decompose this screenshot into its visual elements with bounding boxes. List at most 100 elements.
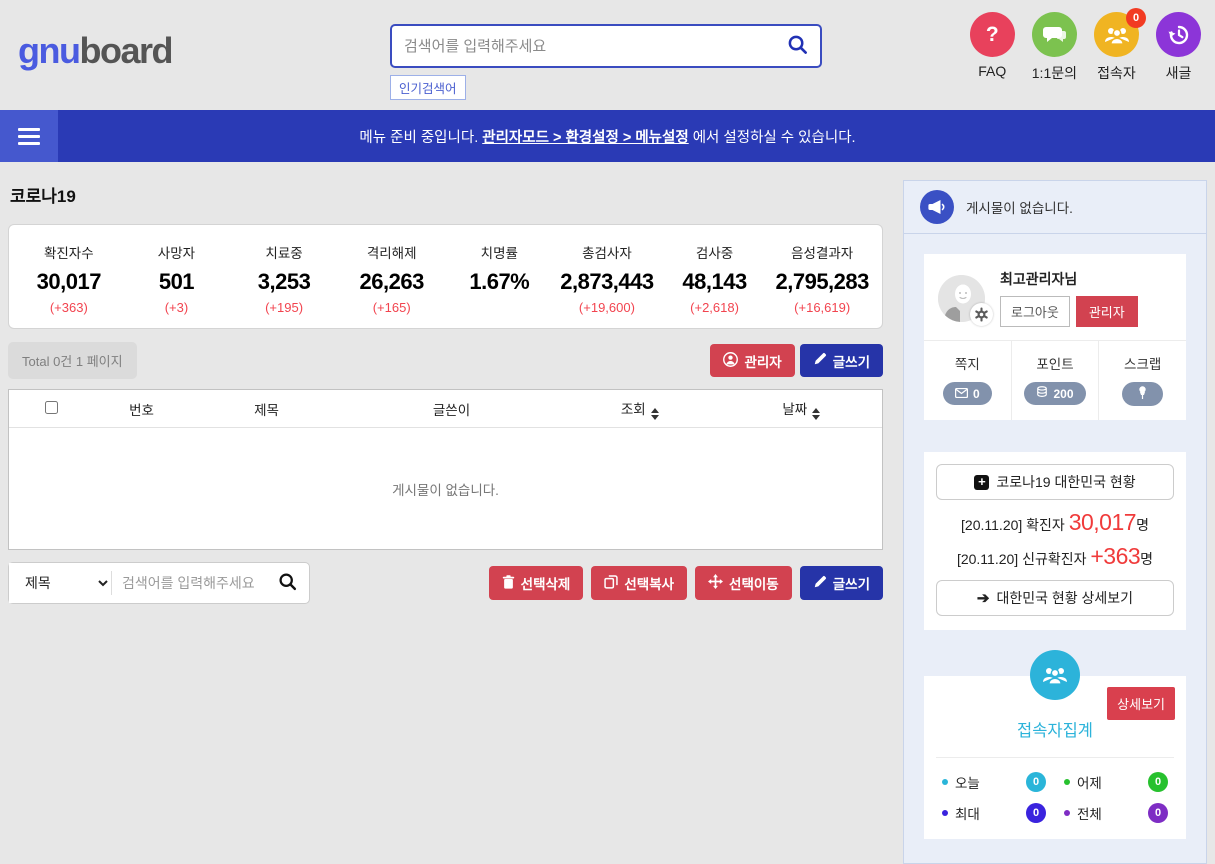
stat-confirmed: 확진자수 30,017 (+363) (36, 246, 102, 315)
today-count-badge: 0 (1026, 772, 1046, 792)
faq-button[interactable]: ? FAQ (969, 12, 1015, 83)
stat-deaths: 사망자 501 (+3) (157, 246, 196, 315)
stat-fatality-rate: 치명률 1.67% (469, 246, 530, 294)
max-dot-icon (942, 810, 948, 816)
pencil-icon (813, 352, 827, 369)
header-search-button[interactable] (787, 34, 808, 58)
connected-users-button[interactable]: 0 접속자 (1094, 8, 1146, 83)
notice-prefix: 메뉴 준비 중입니다. (359, 129, 479, 146)
stat-total-tested: 총검사자 2,873,443 (+19,600) (560, 246, 654, 315)
site-header: gnuboard 인기검색어 ? FAQ 1:1문의 0 (0, 0, 1215, 110)
header-quick-icons: ? FAQ 1:1문의 0 접속자 새글 (969, 8, 1201, 83)
logo-part-board: board (79, 30, 173, 71)
visitor-today: 오늘 0 (936, 772, 1052, 792)
covid-confirmed-row: [20.11.20] 확진자 30,017명 (961, 509, 1149, 535)
site-logo[interactable]: gnuboard (18, 30, 173, 72)
bulk-delete-button[interactable]: 선택삭제 (488, 566, 584, 600)
scrap-item: 스크랩 (1098, 341, 1186, 420)
pin-icon (1137, 386, 1148, 402)
bulk-copy-button[interactable]: 선택복사 (591, 566, 688, 600)
admin-settings-link[interactable]: 관리자모드 > 환경설정 > 메뉴설정 (482, 129, 689, 146)
header-search-area: 인기검색어 (390, 24, 822, 100)
logo-part-gnu: gnu (18, 30, 81, 71)
max-count-badge: 0 (1026, 803, 1046, 823)
pencil-icon (813, 575, 827, 592)
users-icon: 0 (1094, 8, 1146, 57)
sort-date-icon[interactable] (812, 407, 821, 420)
total-count-badge: 0 (1148, 803, 1168, 823)
plus-icon: + (974, 474, 990, 490)
menu-toggle-button[interactable] (0, 110, 58, 162)
sidebar-notice-text: 게시물이 없습니다. (966, 201, 1073, 216)
point-item: 포인트 200 (1010, 341, 1099, 420)
gear-icon[interactable] (970, 302, 993, 326)
total-count: Total 0건 1 페이지 (8, 342, 137, 379)
yesterday-dot-icon (1064, 779, 1070, 785)
search-icon (787, 34, 808, 58)
arrow-right-icon: ➔ (976, 590, 990, 607)
profile-card: 최고관리자님 로그아웃 관리자 쪽지 0 (924, 254, 1186, 420)
trash-icon (502, 574, 515, 592)
search-icon (278, 572, 297, 594)
new-posts-button[interactable]: 새글 (1156, 12, 1201, 83)
stat-released: 격리해제 26,263 (+165) (359, 246, 425, 315)
visitor-stats-card: 상세보기 접속자집계 오늘 0 어제 0 최대 (924, 650, 1186, 839)
sidebar: 게시물이 없습니다. (903, 180, 1207, 864)
sort-views-icon[interactable] (650, 407, 659, 420)
write-button[interactable]: 글쓰기 (799, 344, 883, 377)
scrap-button[interactable] (1122, 382, 1164, 406)
new-posts-label: 새글 (1165, 65, 1192, 81)
memo-item: 쪽지 0 (924, 341, 1011, 420)
faq-label: FAQ (978, 63, 1007, 79)
covid-new-value: +363 (1090, 543, 1141, 569)
visitors-group-icon (1030, 650, 1080, 700)
popular-keywords-link[interactable]: 인기검색어 (390, 75, 466, 100)
move-icon (708, 574, 724, 592)
megaphone-icon (920, 190, 954, 224)
point-button[interactable]: 200 (1024, 382, 1086, 405)
stat-in-treatment: 치료중 3,253 (+195) (257, 246, 311, 315)
profile-admin-button[interactable]: 관리자 (1075, 296, 1138, 327)
avatar[interactable] (938, 274, 993, 326)
write-button-bottom[interactable]: 글쓰기 (799, 566, 883, 600)
header-search-box (390, 24, 822, 68)
select-all-checkbox[interactable] (45, 400, 58, 414)
column-date: 날짜 (721, 398, 883, 420)
column-views: 조회 (559, 398, 721, 420)
column-number: 번호 (129, 402, 154, 418)
yesterday-count-badge: 0 (1148, 772, 1168, 792)
chat-icon (1031, 12, 1077, 57)
mail-icon (954, 387, 969, 401)
main-navbar: 메뉴 준비 중입니다. 관리자모드 > 환경설정 > 메뉴설정 에서 설정하실 … (0, 110, 1215, 162)
search-field-select[interactable]: 제목 (9, 563, 111, 603)
visitor-stats-title: 접속자집계 (1017, 722, 1093, 740)
connected-users-badge: 0 (1126, 8, 1146, 28)
sidebar-notice: 게시물이 없습니다. (904, 181, 1206, 234)
board-search-input[interactable] (112, 575, 278, 591)
copy-icon (604, 574, 619, 592)
stat-testing: 검사중 48,143 (+2,618) (682, 246, 747, 315)
coins-icon (1036, 386, 1048, 401)
bulk-move-button[interactable]: 선택이동 (695, 566, 792, 600)
header-search-input[interactable] (404, 37, 787, 55)
visitor-max: 최대 0 (936, 803, 1052, 823)
inquiry-button[interactable]: 1:1문의 (1032, 12, 1077, 83)
admin-button[interactable]: 관리자 (710, 344, 795, 377)
covid-new-row: [20.11.20] 신규확진자 +363명 (956, 543, 1154, 569)
board-search-button[interactable] (278, 572, 309, 594)
stat-negative: 음성결과자 2,795,283 (+16,619) (775, 246, 870, 315)
notice-suffix: 에서 설정하실 수 있습니다. (692, 129, 856, 146)
memo-button[interactable]: 0 (942, 382, 992, 405)
visitor-total: 전체 0 (1058, 803, 1174, 823)
empty-list-message: 게시물이 없습니다. (392, 482, 499, 498)
hamburger-icon (18, 127, 40, 131)
today-dot-icon (942, 779, 948, 785)
covid-status-title-button[interactable]: + 코로나19 대한민국 현황 (936, 464, 1174, 500)
page-title: 코로나19 (10, 187, 76, 206)
logout-button[interactable]: 로그아웃 (1000, 296, 1070, 327)
visitor-yesterday: 어제 0 (1058, 772, 1174, 792)
total-dot-icon (1064, 810, 1070, 816)
covid-detail-button[interactable]: ➔ 대한민국 현황 상세보기 (936, 580, 1174, 616)
board-table-header: 번호 제목 글쓴이 조회 날짜 (9, 390, 882, 428)
visitor-detail-button[interactable]: 상세보기 (1107, 687, 1175, 720)
